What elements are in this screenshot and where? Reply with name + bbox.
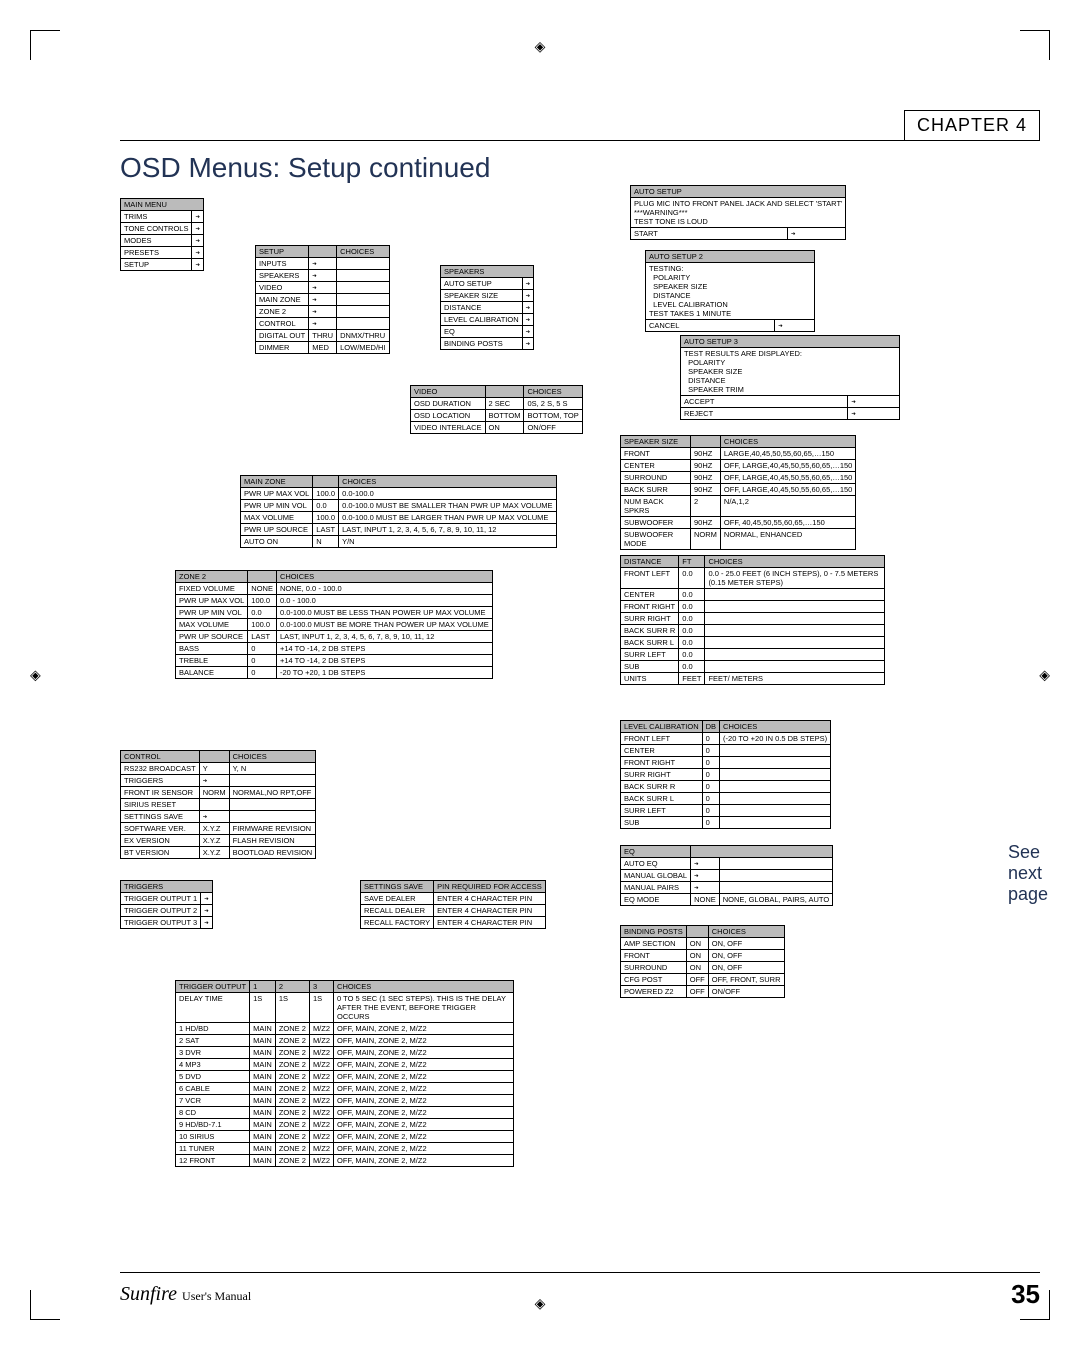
- top-rule: [120, 140, 1040, 141]
- distance-table: DISTANCEFTCHOICESFRONT LEFT0.00.0 - 25.0…: [620, 555, 885, 685]
- main-zone-table: MAIN ZONECHOICESPWR UP MAX VOL100.00.0-1…: [240, 475, 557, 548]
- auto-setup-table: AUTO SETUPPLUG MIC INTO FRONT PANEL JACK…: [630, 185, 846, 240]
- speakers-table: SPEAKERSAUTO SETUP➔SPEAKER SIZE➔DISTANCE…: [440, 265, 534, 350]
- setup-table: SETUPCHOICESINPUTS➔SPEAKERS➔VIDEO➔MAIN Z…: [255, 245, 390, 354]
- page-number: 35: [1011, 1279, 1040, 1310]
- video-table: VIDEOCHOICESOSD DURATION2 SEC0S, 2 S, 5 …: [410, 385, 583, 434]
- trigger-output-table: TRIGGER OUTPUT123CHOICESDELAY TIME1S1S1S…: [175, 980, 514, 1167]
- see-next-page-note: See next page: [1008, 842, 1048, 905]
- eq-table: EQAUTO EQ➔MANUAL GLOBAL➔MANUAL PAIRS➔EQ …: [620, 845, 833, 906]
- footer-brand: Sunfire User's Manual: [120, 1283, 251, 1306]
- page-content: CHAPTER 4 OSD Menus: Setup continued MAI…: [120, 110, 1040, 1270]
- control-table: CONTROLCHOICESRS232 BROADCASTYY, NTRIGGE…: [120, 750, 316, 859]
- auto-setup2-table: AUTO SETUP 2TESTING: POLARITY SPEAKER SI…: [645, 250, 815, 332]
- main-menu-table: MAIN MENUTRIMS➔TONE CONTROLS➔MODES➔PRESE…: [120, 198, 204, 271]
- settings-save-table: SETTINGS SAVEPIN REQUIRED FOR ACCESSSAVE…: [360, 880, 546, 929]
- chapter-box: CHAPTER 4: [904, 110, 1040, 141]
- auto-setup3-table: AUTO SETUP 3TEST RESULTS ARE DISPLAYED: …: [680, 335, 900, 420]
- zone2-table: ZONE 2CHOICESFIXED VOLUMENONENONE, 0.0 -…: [175, 570, 493, 679]
- speaker-size-table: SPEAKER SIZECHOICESFRONT90HZLARGE,40,45,…: [620, 435, 856, 550]
- level-calibration-table: LEVEL CALIBRATIONDBCHOICESFRONT LEFT0(-2…: [620, 720, 831, 829]
- footer: Sunfire User's Manual 35: [120, 1272, 1040, 1310]
- triggers-table: TRIGGERSTRIGGER OUTPUT 1➔TRIGGER OUTPUT …: [120, 880, 213, 929]
- page-title: OSD Menus: Setup continued: [120, 152, 490, 184]
- binding-posts-table: BINDING POSTSCHOICESAMP SECTIONONON, OFF…: [620, 925, 785, 998]
